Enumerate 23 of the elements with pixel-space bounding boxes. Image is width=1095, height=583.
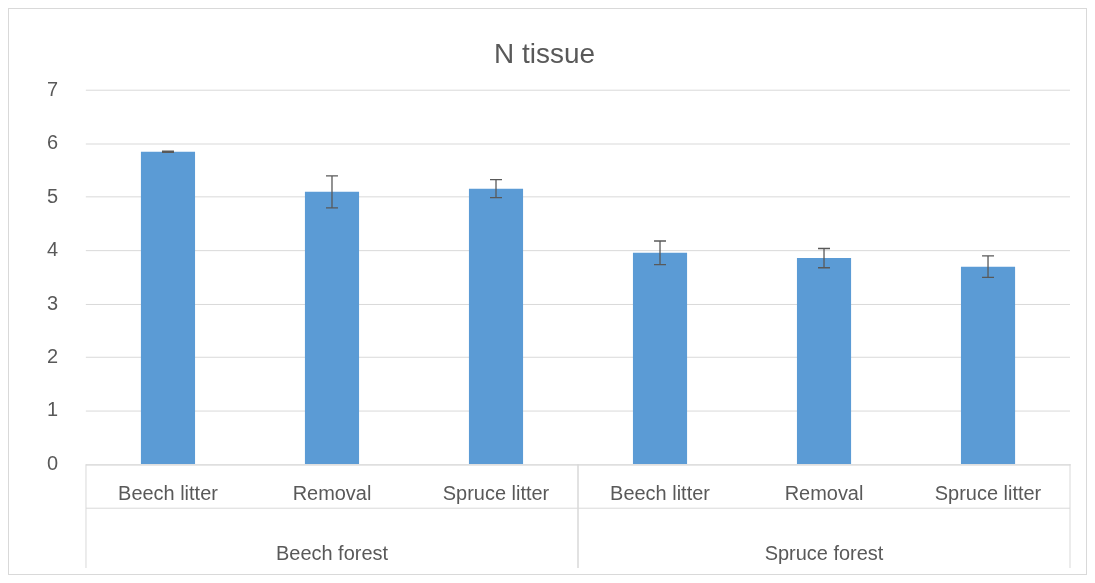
y-tick-label: 7 (46, 77, 59, 100)
x-tick-label: Beech litter (610, 481, 711, 504)
x-tick-label: Removal (292, 481, 372, 504)
text: Beech forest (275, 541, 389, 564)
bar (632, 252, 688, 464)
x-tick-label: Spruce litter (442, 481, 550, 504)
bar (468, 188, 524, 464)
y-tick-label: 5 (46, 184, 59, 207)
bar (304, 191, 360, 464)
y-tick-label: 4 (46, 238, 59, 261)
y-tick-label: 1 (46, 398, 59, 421)
bar (960, 266, 1016, 464)
x-tick-label: Beech litter (118, 481, 219, 504)
text: Spruce forest (764, 541, 884, 564)
x-tick-label: Removal (784, 481, 864, 504)
y-tick-label: 3 (46, 291, 59, 314)
bar (796, 258, 852, 464)
y-tick-label: 0 (46, 451, 59, 474)
x-tick-label: Spruce litter (934, 481, 1042, 504)
chart-title: N tissue (494, 38, 595, 70)
bar (140, 151, 196, 464)
y-tick-label: 2 (46, 345, 59, 367)
y-tick-label: 6 (46, 131, 59, 154)
